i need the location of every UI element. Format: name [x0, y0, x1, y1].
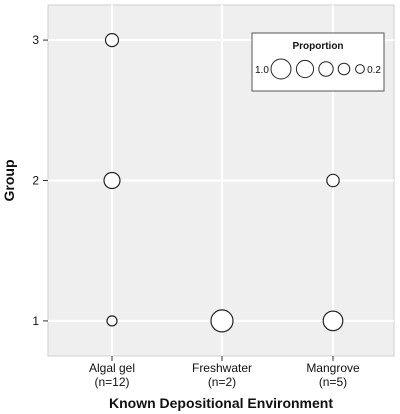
- data-point: [103, 171, 121, 190]
- x-tick-label: Algal gel: [89, 361, 135, 375]
- legend-circle: [295, 59, 315, 79]
- y-axis-title: Group: [1, 160, 17, 202]
- x-tick-label: Mangrove: [306, 361, 360, 375]
- legend-circle: [318, 61, 334, 77]
- y-tick-label: 3: [32, 33, 39, 47]
- legend-min-label: 0.2: [367, 65, 381, 76]
- x-axis-title: Known Depositional Environment: [109, 395, 333, 411]
- data-point: [104, 32, 120, 48]
- x-tick-label: Freshwater: [192, 361, 252, 375]
- y-tick-label: 2: [32, 174, 39, 188]
- data-points: [103, 32, 344, 333]
- y-axis-ticks: 1 2 3: [32, 33, 48, 328]
- legend: Proportion 1.0 0.2: [251, 32, 385, 92]
- x-tick-count: (n=12): [94, 375, 129, 389]
- legend-circle: [270, 58, 292, 80]
- x-tick-count: (n=2): [208, 375, 236, 389]
- x-axis-ticks: Algal gel(n=12) Freshwater(n=2) Mangrove(n…: [89, 356, 360, 389]
- legend-circle: [355, 64, 365, 74]
- data-point: [326, 173, 340, 188]
- data-point: [322, 310, 344, 332]
- data-point: [210, 309, 234, 333]
- legend-title: Proportion: [292, 41, 343, 52]
- legend-circle: [337, 62, 351, 76]
- legend-max-label: 1.0: [255, 65, 269, 76]
- legend-circles: [270, 58, 365, 80]
- x-tick-count: (n=5): [319, 375, 347, 389]
- y-tick-label: 1: [32, 314, 39, 328]
- data-point: [106, 315, 118, 327]
